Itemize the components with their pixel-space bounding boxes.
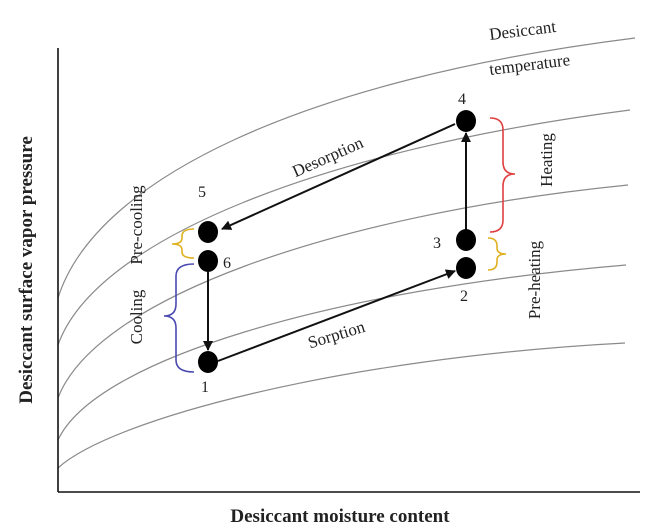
pre-cooling-bracket: [171, 228, 195, 259]
state-point-3: [456, 229, 476, 251]
isotherm-curves: [57, 37, 636, 469]
arrow-4-to-5: [221, 123, 456, 230]
state-points: [198, 110, 476, 373]
point-label-3: 3: [433, 235, 441, 252]
y-axis-title: Desiccant surface vapor pressure: [16, 136, 37, 404]
cooling-label: Cooling: [127, 289, 146, 344]
point-label-6: 6: [223, 255, 231, 272]
isotherm-label-line1: Desiccant: [488, 17, 557, 44]
isotherm-curve-1: [57, 37, 636, 299]
state-point-1: [198, 351, 218, 373]
heating-bracket: [489, 117, 516, 233]
point-label-5: 5: [198, 184, 206, 201]
point-label-4: 4: [458, 91, 466, 108]
cooling-bracket: [163, 263, 195, 373]
point-label-1: 1: [201, 379, 209, 396]
isotherm-curve-2: [57, 109, 631, 346]
state-point-4: [456, 110, 476, 132]
state-point-2: [456, 257, 476, 279]
x-axis-title: Desiccant moisture content: [230, 506, 450, 527]
isotherm-curve-5: [57, 342, 626, 469]
isotherm-curve-3: [57, 184, 629, 399]
state-point-5: [198, 221, 218, 243]
arrow-1-to-2: [217, 269, 456, 362]
state-point-6: [198, 250, 218, 272]
desorption-label: Desorption: [289, 133, 366, 181]
isotherm-curve-4: [57, 264, 627, 441]
sorption-label: Sorption: [306, 317, 368, 352]
pre-heating-bracket: [487, 237, 507, 271]
point-label-2: 2: [460, 288, 468, 305]
pre-heating-label: Pre-heating: [525, 240, 544, 319]
pre-cooling-label: Pre-cooling: [127, 185, 146, 265]
heating-label: Heating: [537, 133, 556, 187]
isotherm-label-line2: temperature: [488, 50, 571, 79]
process-arrows: [203, 123, 471, 362]
